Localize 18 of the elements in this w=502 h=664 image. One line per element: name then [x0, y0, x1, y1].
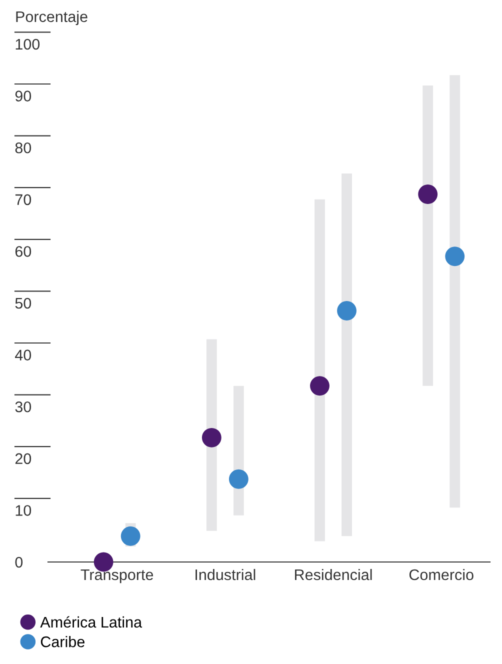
y-tick-label: 100: [16, 38, 40, 50]
x-tick-label: Residencial: [295, 568, 372, 580]
y-tick-label: 30: [15, 401, 32, 412]
y-tick-label: 90: [15, 90, 32, 102]
y-tick-label: 80: [15, 142, 32, 154]
legend-label: Caribe: [40, 636, 84, 648]
x-tick-label: Transporte: [80, 570, 154, 584]
y-axis-title: Porcentaje: [16, 10, 88, 26]
legend-label: América Latina: [40, 616, 142, 628]
y-tick-label: 70: [15, 194, 32, 206]
x-tick-label: Comercio: [409, 568, 474, 580]
y-tick-label: 0: [15, 556, 23, 568]
x-tick-label: Industrial: [196, 568, 256, 580]
y-tick-label: 10: [16, 505, 32, 516]
y-tick-label: 60: [15, 246, 32, 257]
y-tick-label: 50: [15, 298, 32, 309]
y-tick-label: 20: [15, 453, 32, 464]
y-tick-label: 40: [15, 350, 32, 360]
